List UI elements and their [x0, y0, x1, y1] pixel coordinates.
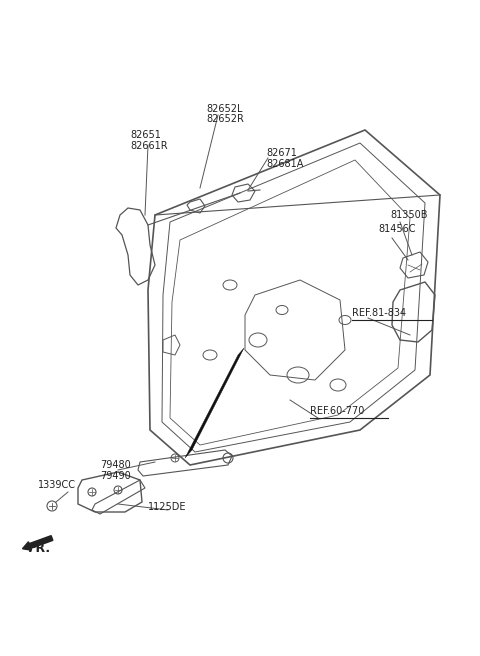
FancyArrow shape [23, 536, 53, 550]
Text: 82652R: 82652R [206, 114, 244, 124]
Polygon shape [185, 348, 244, 458]
Text: 82651: 82651 [130, 130, 161, 140]
Text: 79480: 79480 [100, 460, 131, 470]
Text: 82671: 82671 [266, 148, 297, 158]
Text: FR.: FR. [28, 542, 51, 555]
Text: 82661R: 82661R [130, 141, 168, 151]
Text: 79490: 79490 [100, 471, 131, 481]
Text: REF.60-770: REF.60-770 [310, 406, 364, 416]
Text: 82652L: 82652L [206, 104, 242, 114]
Text: 1125DE: 1125DE [148, 502, 187, 512]
Text: 81456C: 81456C [378, 224, 416, 234]
Text: 81350B: 81350B [390, 210, 428, 220]
Text: 1339CC: 1339CC [38, 480, 76, 490]
Text: 82681A: 82681A [266, 159, 303, 169]
Text: REF.81-834: REF.81-834 [352, 308, 406, 318]
